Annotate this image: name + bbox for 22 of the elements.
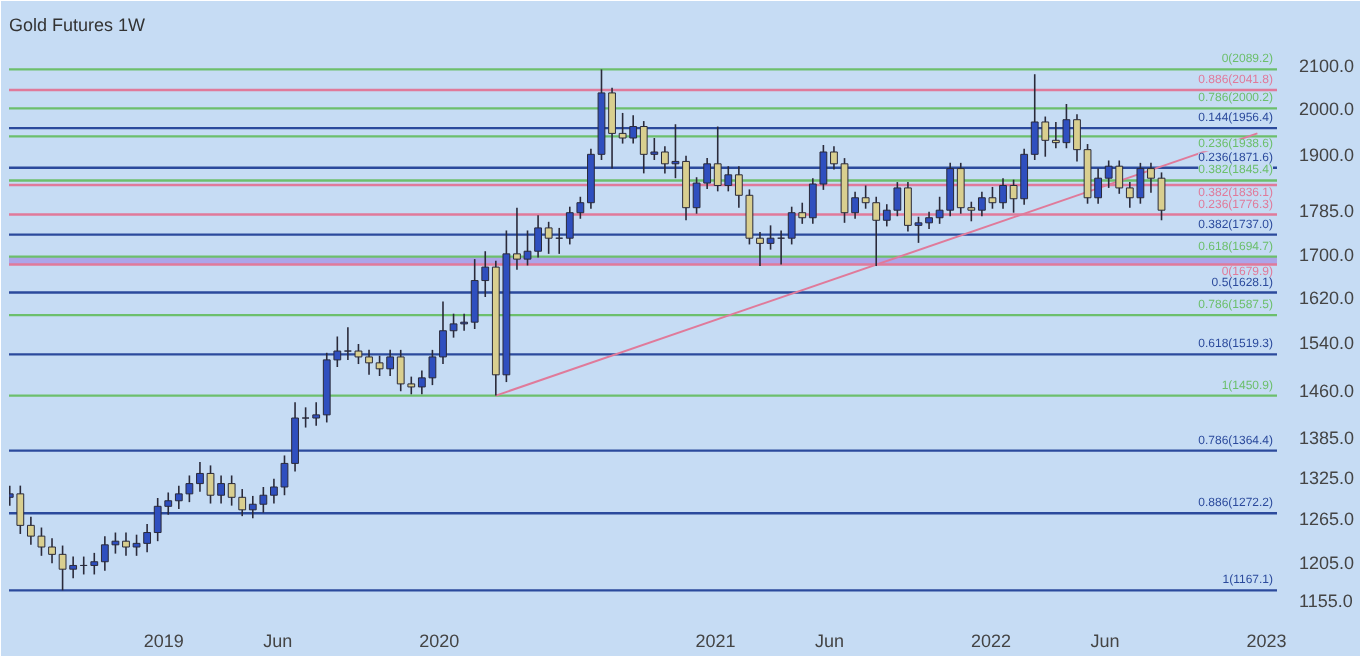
y-tick-label: 1385.0 [1299,428,1355,449]
x-tick-label: Jun [263,631,293,651]
y-tick-label: 2000.0 [1299,99,1355,120]
y-tick-label: 1900.0 [1299,145,1355,166]
y-tick-label: 1325.0 [1299,467,1355,488]
y-tick-label: 1785.0 [1299,201,1355,222]
x-tick-label: Jun [1090,631,1120,651]
y-tick-label: 1265.0 [1299,509,1355,530]
x-tick-label: 2019 [143,631,184,651]
x-tick-label: 2021 [695,631,736,651]
y-tick-label: 1620.0 [1299,287,1355,308]
y-tick-label: 1205.0 [1299,552,1355,573]
y-tick-label: 1155.0 [1299,590,1353,611]
x-tick-label: 2020 [419,631,460,651]
y-tick-label: 2100.0 [1299,55,1355,76]
x-tick-label: 2022 [970,631,1011,651]
y-tick-label: 1700.0 [1299,244,1355,265]
y-tick-label: 1540.0 [1299,333,1355,354]
x-tick-label: Jun [814,631,844,651]
y-tick-label: 1460.0 [1299,381,1355,402]
chart-title: Gold Futures 1W [9,15,147,35]
x-tick-label: 2023 [1246,631,1287,651]
